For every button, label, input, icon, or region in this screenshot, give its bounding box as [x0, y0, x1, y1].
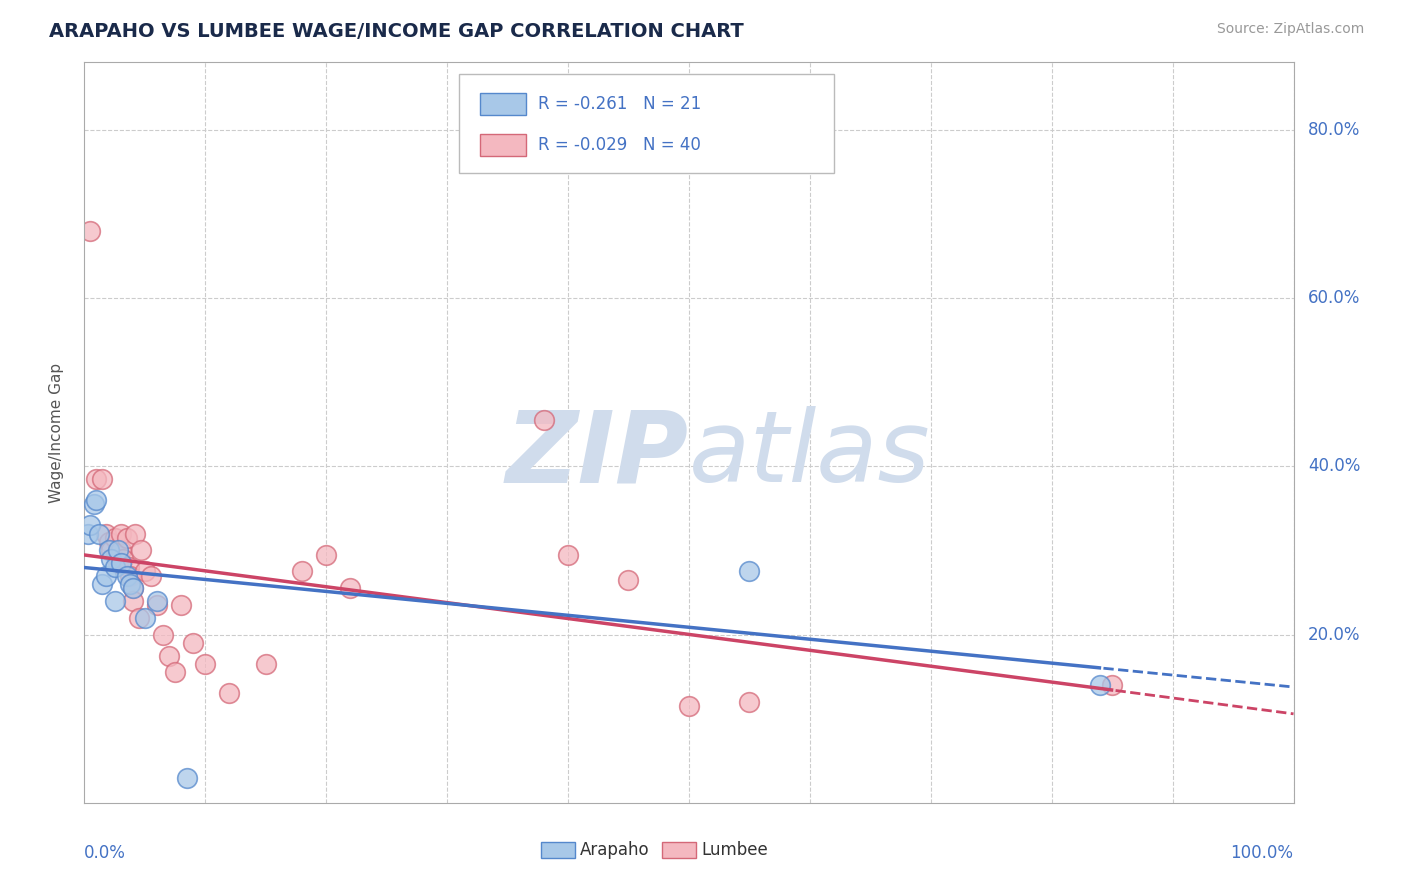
Point [129, 543, 152, 558]
Point [128, 610, 150, 624]
Bar [662, 842, 696, 858]
Point [94, 568, 117, 582]
Point [77, 526, 100, 541]
Point [115, 568, 138, 582]
Point [79, 518, 101, 533]
Y-axis label: Wage/Income Gap: Wage/Income Gap [49, 362, 63, 503]
Point [194, 657, 217, 671]
Bar [479, 93, 526, 115]
Point [738, 695, 761, 709]
Point [146, 598, 169, 612]
Point [110, 543, 132, 558]
Point [83, 497, 105, 511]
Point [118, 560, 141, 574]
Point [121, 594, 143, 608]
Point [291, 565, 314, 579]
Text: 100.0%: 100.0% [1230, 844, 1294, 862]
Point [86, 472, 108, 486]
Point [97, 535, 120, 549]
Point [110, 556, 132, 570]
Point [86, 492, 108, 507]
Point [533, 413, 555, 427]
Point [121, 581, 143, 595]
Point [87, 526, 110, 541]
Point [120, 577, 142, 591]
Point [738, 565, 761, 579]
Point [557, 548, 579, 562]
Text: Lumbee: Lumbee [702, 841, 768, 859]
Point [139, 568, 162, 582]
Point [94, 526, 117, 541]
FancyBboxPatch shape [460, 73, 834, 173]
Text: R = -0.261   N = 21: R = -0.261 N = 21 [538, 95, 702, 113]
Point [152, 627, 174, 641]
Point [157, 648, 180, 663]
Text: Arapaho: Arapaho [581, 841, 650, 859]
Point [181, 636, 204, 650]
Point [165, 665, 187, 680]
Point [120, 568, 142, 582]
Text: Source: ZipAtlas.com: Source: ZipAtlas.com [1216, 22, 1364, 37]
Point [678, 699, 700, 714]
Point [176, 771, 198, 785]
Point [107, 556, 129, 570]
Point [115, 531, 138, 545]
Point [134, 610, 156, 624]
Point [104, 531, 127, 545]
Text: ARAPAHO VS LUMBEE WAGE/INCOME GAP CORRELATION CHART: ARAPAHO VS LUMBEE WAGE/INCOME GAP CORREL… [49, 22, 744, 41]
Point [79, 224, 101, 238]
Text: 80.0%: 80.0% [1308, 120, 1361, 139]
Text: 40.0%: 40.0% [1308, 458, 1361, 475]
Text: 60.0%: 60.0% [1308, 289, 1361, 307]
Point [218, 686, 240, 700]
Point [1101, 678, 1123, 692]
Point [100, 543, 122, 558]
Point [104, 548, 127, 562]
Point [124, 526, 146, 541]
Text: 20.0%: 20.0% [1308, 625, 1361, 643]
Point [91, 472, 114, 486]
Bar [479, 134, 526, 156]
Point [170, 598, 193, 612]
Point [104, 560, 127, 574]
Text: ZIP: ZIP [506, 407, 689, 503]
Point [339, 581, 361, 595]
Point [104, 594, 127, 608]
Point [110, 526, 132, 541]
Point [617, 573, 640, 587]
Text: R = -0.029   N = 40: R = -0.029 N = 40 [538, 136, 700, 153]
Point [112, 551, 135, 566]
Point [91, 577, 114, 591]
Point [134, 565, 156, 579]
Point [107, 543, 129, 558]
Point [97, 543, 120, 558]
Text: atlas: atlas [689, 407, 931, 503]
Text: 0.0%: 0.0% [84, 844, 127, 862]
Point [100, 551, 122, 566]
Point [121, 581, 143, 595]
Point [146, 594, 169, 608]
Point [1088, 678, 1111, 692]
Point [315, 548, 337, 562]
Bar [541, 842, 575, 858]
Point [254, 657, 277, 671]
